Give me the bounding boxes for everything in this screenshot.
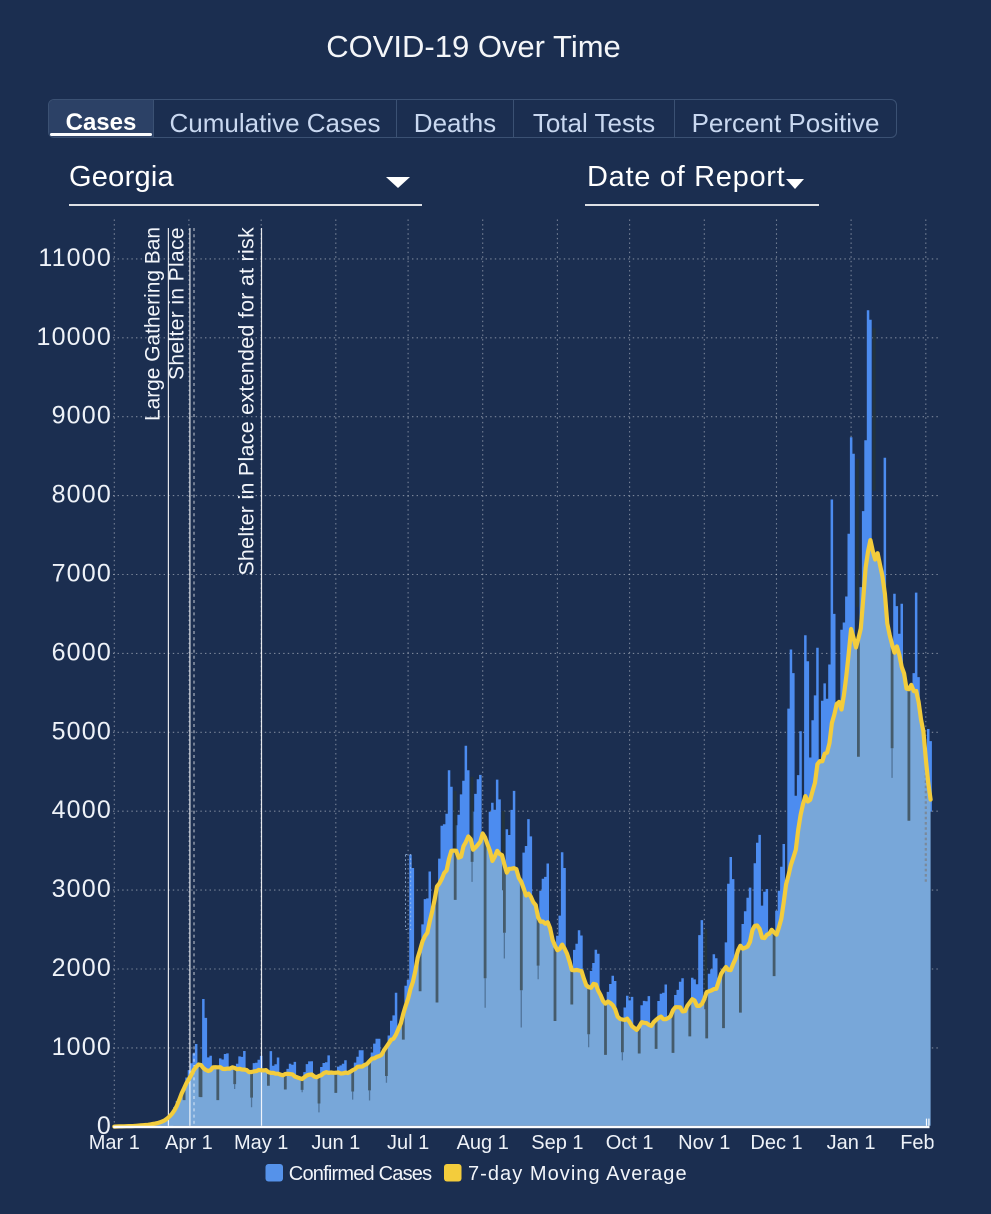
svg-text:Jun 1: Jun 1 <box>311 1132 360 1154</box>
svg-text:10000: 10000 <box>36 323 112 351</box>
svg-text:Jan 1: Jan 1 <box>827 1132 876 1154</box>
svg-text:6000: 6000 <box>52 638 112 666</box>
svg-text:Shelter in Place extended for: Shelter in Place extended for at risk <box>235 227 259 576</box>
svg-text:Shelter in Place: Shelter in Place <box>165 227 188 380</box>
svg-text:Apr 1: Apr 1 <box>165 1132 213 1154</box>
svg-text:Confirmed Cases: Confirmed Cases <box>289 1163 432 1185</box>
svg-text:Large Gathering Ban: Large Gathering Ban <box>142 227 165 421</box>
svg-text:8000: 8000 <box>52 481 112 509</box>
svg-text:May 1: May 1 <box>234 1132 288 1154</box>
svg-text:9000: 9000 <box>52 402 112 430</box>
svg-text:Sep 1: Sep 1 <box>531 1132 583 1154</box>
svg-text:Feb 1: Feb 1 <box>900 1132 951 1154</box>
svg-text:2000: 2000 <box>52 954 112 982</box>
svg-text:Dec 1: Dec 1 <box>750 1132 802 1154</box>
svg-text:4000: 4000 <box>52 796 112 824</box>
svg-text:Aug 1: Aug 1 <box>457 1132 509 1154</box>
svg-text:11000: 11000 <box>38 244 112 272</box>
svg-text:7-day Moving Average: 7-day Moving Average <box>468 1163 688 1185</box>
svg-text:Oct 1: Oct 1 <box>606 1132 654 1154</box>
svg-text:3000: 3000 <box>52 875 112 903</box>
svg-text:5000: 5000 <box>52 717 112 745</box>
svg-text:Nov 1: Nov 1 <box>678 1132 730 1154</box>
svg-text:Jul 1: Jul 1 <box>387 1132 429 1154</box>
svg-text:0: 0 <box>97 1112 112 1140</box>
svg-text:Mar 1: Mar 1 <box>89 1132 140 1154</box>
svg-text:1000: 1000 <box>52 1033 112 1061</box>
svg-text:7000: 7000 <box>52 560 112 588</box>
